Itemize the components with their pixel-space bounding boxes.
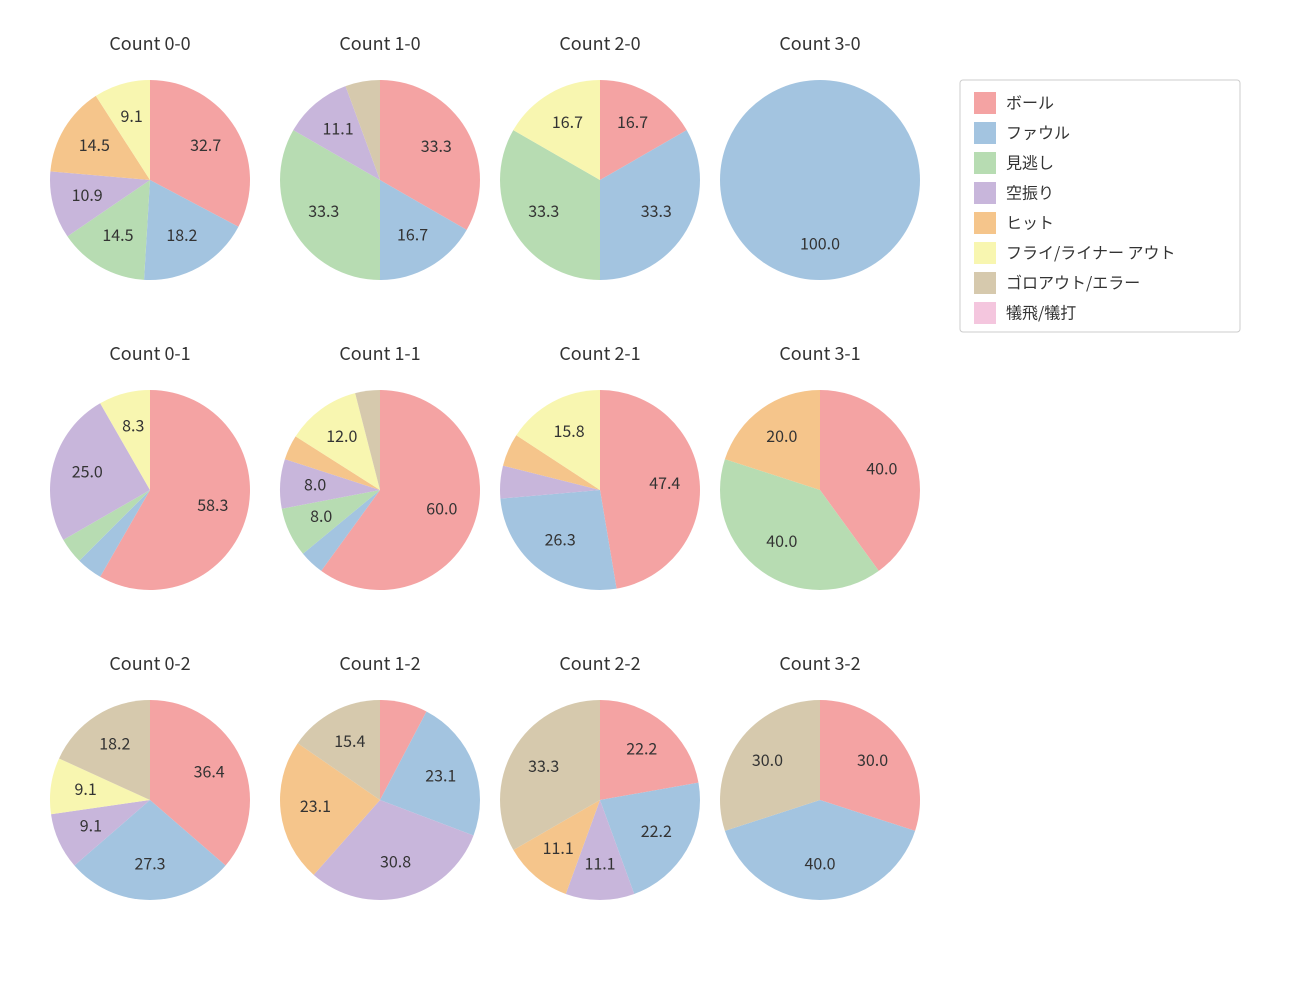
legend-swatch-groundout <box>974 272 996 294</box>
pie-chart: Count 3-1 40.0 40.0 20.0 <box>720 340 920 590</box>
pie-label-hit: 23.1 <box>300 793 331 817</box>
legend-swatch-foul <box>974 122 996 144</box>
pie-label-ball: 58.3 <box>197 492 228 516</box>
pie-label-foul: 100.0 <box>800 230 840 254</box>
pie-label-foul: 16.7 <box>397 222 428 246</box>
pie-label-ball: 33.3 <box>421 133 452 157</box>
legend-swatch-flyline <box>974 242 996 264</box>
legend-label-swinging: 空振り <box>1006 179 1054 203</box>
pie-label-looking: 33.3 <box>528 198 559 222</box>
legend-swatch-sac <box>974 302 996 324</box>
pie-label-hit: 11.1 <box>543 835 574 859</box>
pie-title: Count 3-2 <box>779 650 860 676</box>
pie-chart: Count 1-2 23.1 30.8 23.1 15.4 <box>280 650 480 900</box>
pie-chart: Count 0-0 32.7 18.2 14.5 10.9 14.5 9.1 <box>50 30 250 280</box>
legend-box <box>960 80 1240 332</box>
legend-swatch-ball <box>974 92 996 114</box>
pie-label-flyline: 9.1 <box>75 776 97 800</box>
pie-label-foul: 26.3 <box>545 527 576 551</box>
pie-label-ball: 22.2 <box>626 736 657 760</box>
pie-chart: Count 0-236.427.39.19.118.2 <box>50 650 250 900</box>
pie-title: Count 3-0 <box>779 30 860 56</box>
pie-label-looking: 40.0 <box>766 528 797 552</box>
pie-chart: Count 1-1 60.0 8.0 8.0 12.0 <box>280 340 480 590</box>
pie-chart: Count 1-0 33.3 16.7 33.3 11.1 <box>280 30 480 280</box>
pie-label-looking: 14.5 <box>102 222 133 246</box>
pie-title: Count 0-0 <box>109 30 190 56</box>
pie-label-foul: 33.3 <box>641 198 672 222</box>
pie-title: Count 1-0 <box>339 30 420 56</box>
pie-chart: Count 0-1 58.3 25.0 8.3 <box>50 340 250 590</box>
pie-title: Count 0-1 <box>109 340 190 366</box>
chart-grid: Count 0-0 32.7 18.2 14.5 10.9 14.5 9.1 Count 1-… <box>0 0 1300 1000</box>
pie-label-foul: 18.2 <box>166 222 197 246</box>
pie-label-flyline: 15.8 <box>554 418 585 442</box>
pie-chart: Count 3-0 100.0 <box>720 30 920 280</box>
pie-label-looking: 8.0 <box>310 503 332 527</box>
legend-label-flyline: フライ/ライナー アウト <box>1006 239 1176 263</box>
pie-chart: Count 2-1 47.4 26.3 15.8 <box>500 340 700 590</box>
pie-grid-svg: Count 0-0 32.7 18.2 14.5 10.9 14.5 9.1 Count 1-… <box>0 0 1300 1000</box>
pie-label-foul: 22.2 <box>641 818 672 842</box>
pie-label-hit: 14.5 <box>79 132 110 156</box>
legend-label-hit: ヒット <box>1006 209 1054 233</box>
pie-label-groundout: 18.2 <box>99 731 130 755</box>
legend-label-looking: 見逃し <box>1006 149 1054 173</box>
pie-label-hit: 20.0 <box>766 423 797 447</box>
pie-title: Count 2-1 <box>559 340 640 366</box>
pie-label-swinging: 25.0 <box>72 458 103 482</box>
pie-label-ball: 47.4 <box>649 470 680 494</box>
pie-label-groundout: 15.4 <box>334 728 365 752</box>
pie-label-groundout: 33.3 <box>528 753 559 777</box>
pie-label-swinging: 30.8 <box>380 848 411 872</box>
pie-label-swinging: 11.1 <box>584 850 615 874</box>
pie-label-foul: 23.1 <box>425 762 456 786</box>
pie-title: Count 1-1 <box>339 340 420 366</box>
pie-title: Count 2-0 <box>559 30 640 56</box>
pie-title: Count 1-2 <box>339 650 420 676</box>
pie-label-flyline: 12.0 <box>326 423 357 447</box>
pie-label-swinging: 8.0 <box>304 471 326 495</box>
pie-chart: Count 2-2 22.2 22.2 11.1 11.1 33.3 <box>500 650 700 900</box>
legend-label-groundout: ゴロアウト/エラー <box>1006 269 1140 293</box>
pie-label-flyline: 8.3 <box>122 413 144 437</box>
pie-label-ball: 16.7 <box>617 109 648 133</box>
pie-chart: Count 2-0 16.7 33.3 33.3 16.7 <box>500 30 700 280</box>
legend-label-ball: ボール <box>1006 89 1054 113</box>
pie-chart: Count 3-2 30.0 40.0 30.0 <box>720 650 920 900</box>
pie-label-ball: 40.0 <box>866 455 897 479</box>
pie-label-looking: 33.3 <box>308 198 339 222</box>
pie-label-ball: 60.0 <box>426 495 457 519</box>
pie-label-flyline: 9.1 <box>121 103 143 127</box>
legend-label-foul: ファウル <box>1006 119 1070 143</box>
legend-swatch-swinging <box>974 182 996 204</box>
legend-swatch-looking <box>974 152 996 174</box>
pie-label-flyline: 16.7 <box>552 109 583 133</box>
pie-title: Count 0-2 <box>109 650 190 676</box>
pie-title: Count 2-2 <box>559 650 640 676</box>
legend-label-sac: 犠飛/犠打 <box>1006 299 1076 323</box>
pie-label-foul: 40.0 <box>804 850 835 874</box>
pie-label-groundout: 30.0 <box>752 747 783 771</box>
pie-label-swinging: 10.9 <box>72 182 103 206</box>
pie-label-ball: 30.0 <box>857 747 888 771</box>
pie-label-swinging: 11.1 <box>323 116 354 140</box>
pie-title: Count 3-1 <box>779 340 860 366</box>
pie-label-foul: 27.3 <box>134 850 165 874</box>
pie-label-ball: 36.4 <box>194 758 225 782</box>
legend-swatch-hit <box>974 212 996 234</box>
legend: ボールファウル見逃し空振りヒットフライ/ライナー アウトゴロアウト/エラー犠飛/… <box>960 80 1240 332</box>
pie-label-ball: 32.7 <box>190 132 221 156</box>
pie-label-swinging: 9.1 <box>80 812 102 836</box>
